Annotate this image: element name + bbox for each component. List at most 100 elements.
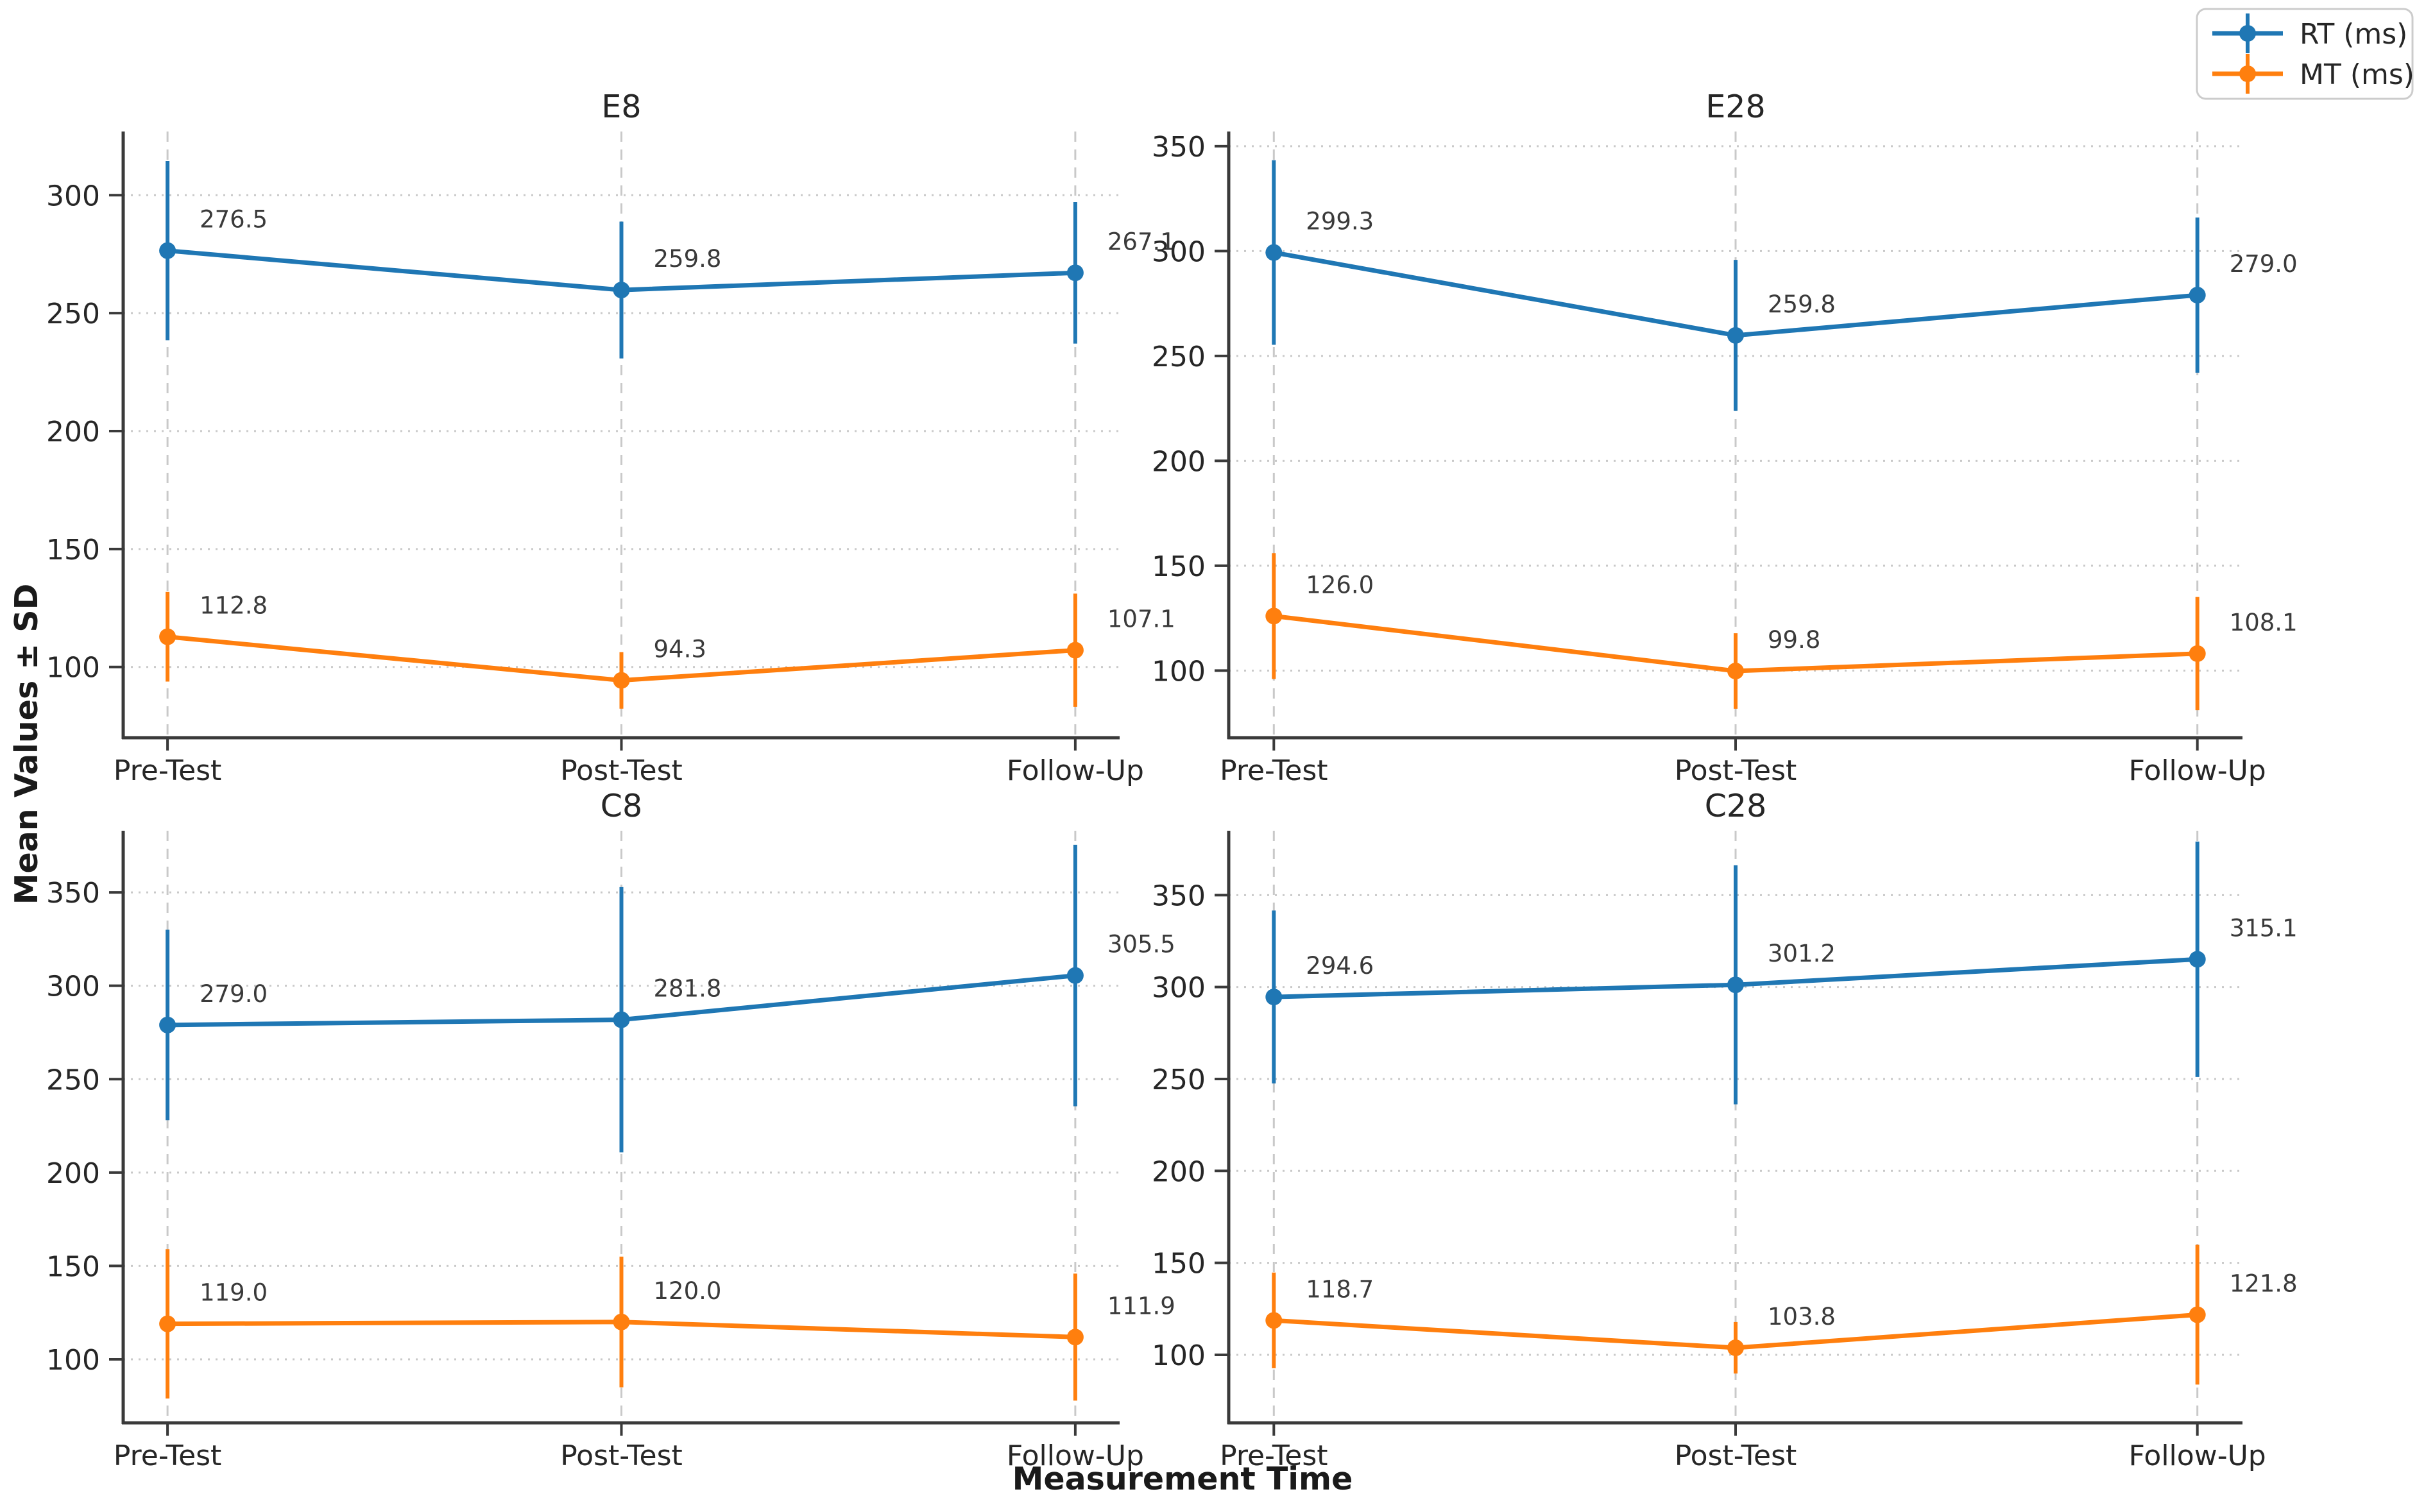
- series-rt: 299.3 259.8 279.0: [1265, 160, 2298, 411]
- data-point: [1727, 663, 1744, 680]
- legend-marker-icon: [2239, 25, 2256, 42]
- data-point: [159, 242, 176, 259]
- legend: RT (ms) MT (ms): [2196, 8, 2414, 100]
- data-label: 94.3: [654, 636, 706, 663]
- y-tick-label: 350: [1152, 131, 1206, 164]
- data-label: 276.5: [200, 206, 268, 234]
- x-tick-label: Post-Test: [560, 754, 683, 787]
- y-tick-label: 150: [1152, 1248, 1206, 1280]
- y-tick-label: 150: [46, 534, 100, 566]
- data-point: [1265, 1312, 1283, 1329]
- y-tick-label: 250: [1152, 1064, 1206, 1096]
- y-tick-label: 100: [1152, 1339, 1206, 1372]
- data-point: [1066, 1329, 1084, 1346]
- x-tick-label: Follow-Up: [2129, 754, 2266, 787]
- data-point: [2189, 1306, 2206, 1323]
- data-label: 108.1: [2230, 609, 2298, 636]
- x-tick-label: Follow-Up: [2129, 1440, 2266, 1472]
- subplot-E28: 100 150 200 250 300 350 Pre-Test Post-Test Follo…: [1152, 89, 2298, 787]
- y-tick-label: 150: [1152, 550, 1206, 583]
- data-label: 111.9: [1107, 1292, 1175, 1320]
- series-rt: 294.6 301.2 315.1: [1265, 841, 2298, 1105]
- subplot-C8: 100 150 200 250 300 350 Pre-Test Post-Test Follo…: [46, 788, 1175, 1472]
- data-label: 112.8: [200, 592, 268, 620]
- y-tick-label: 200: [1152, 445, 1206, 478]
- y-tick-label: 350: [46, 877, 100, 910]
- data-label: 279.0: [2230, 250, 2298, 278]
- data-point: [1066, 641, 1084, 659]
- data-label: 279.0: [200, 980, 268, 1008]
- data-label: 301.2: [1768, 940, 1836, 967]
- data-point: [1727, 327, 1744, 344]
- data-point: [2189, 645, 2206, 662]
- y-tick-label: 300: [1152, 235, 1206, 268]
- x-tick-label: Pre-Test: [114, 754, 221, 787]
- data-label: 118.7: [1306, 1275, 1374, 1303]
- y-tick-label: 150: [46, 1250, 100, 1283]
- y-tick-label: 100: [46, 652, 100, 684]
- subplot-title: C28: [1705, 788, 1767, 824]
- data-point: [1727, 1339, 1744, 1357]
- legend-marker-icon: [2239, 65, 2256, 82]
- data-label: 305.5: [1107, 931, 1175, 958]
- y-tick-label: 350: [1152, 879, 1206, 912]
- y-tick-label: 250: [1152, 341, 1206, 373]
- x-tick-label: Post-Test: [560, 1440, 683, 1472]
- x-tick-label: Pre-Test: [1220, 754, 1328, 787]
- y-tick-label: 250: [46, 1064, 100, 1096]
- y-tick-label: 200: [1152, 1155, 1206, 1188]
- data-label: 99.8: [1768, 626, 1820, 654]
- subplot-title: E28: [1705, 89, 1765, 125]
- series-mt: 119.0 120.0 111.9: [159, 1249, 1175, 1401]
- data-point: [613, 672, 630, 689]
- y-tick-label: 300: [46, 971, 100, 1003]
- x-tick-label: Pre-Test: [1220, 1440, 1328, 1472]
- legend-entry-label: MT (ms): [2300, 58, 2414, 91]
- series-mt: 118.7 103.8 121.8: [1265, 1244, 2298, 1385]
- series-mt: 112.8 94.3 107.1: [159, 592, 1175, 709]
- subplot-title: C8: [601, 788, 642, 824]
- data-label: 294.6: [1306, 952, 1374, 980]
- y-tick-label: 300: [1152, 972, 1206, 1005]
- data-label: 259.8: [1768, 291, 1836, 318]
- y-tick-label: 100: [1152, 655, 1206, 688]
- x-tick-label: Follow-Up: [1007, 1440, 1144, 1472]
- data-point: [159, 1315, 176, 1332]
- data-label: 299.3: [1306, 208, 1374, 235]
- x-tick-label: Pre-Test: [114, 1440, 221, 1472]
- x-tick-label: Post-Test: [1675, 1440, 1797, 1472]
- series-mt: 126.0 99.8 108.1: [1265, 553, 2298, 711]
- data-point: [159, 628, 176, 645]
- data-point: [613, 1313, 630, 1330]
- y-tick-label: 200: [46, 1157, 100, 1190]
- subplot-C28: 100 150 200 250 300 350 Pre-Test Post-Test Follo…: [1152, 788, 2298, 1472]
- data-point: [613, 1011, 630, 1028]
- data-label: 267.1: [1107, 228, 1175, 255]
- subplot-E8: 100 150 200 250 300 Pre-Test Post-Test Follow-U…: [46, 89, 1175, 787]
- data-point: [1066, 264, 1084, 282]
- data-label: 315.1: [2230, 914, 2298, 942]
- data-label: 119.0: [200, 1279, 268, 1307]
- data-label: 259.8: [654, 245, 722, 273]
- data-label: 126.0: [1306, 571, 1374, 599]
- x-axis-label: Measurement Time: [1012, 1461, 1353, 1497]
- data-label: 121.8: [2230, 1270, 2298, 1297]
- y-tick-label: 300: [46, 180, 100, 212]
- x-tick-label: Follow-Up: [1007, 754, 1144, 787]
- data-label: 107.1: [1107, 606, 1175, 633]
- legend-entry: RT (ms): [2212, 13, 2407, 53]
- data-point: [1066, 967, 1084, 984]
- x-tick-label: Post-Test: [1675, 754, 1797, 787]
- y-tick-label: 100: [46, 1344, 100, 1377]
- data-label: 103.8: [1768, 1303, 1836, 1330]
- y-axis-label: Mean Values ± SD: [8, 584, 45, 905]
- data-point: [159, 1016, 176, 1033]
- data-label: 120.0: [654, 1277, 722, 1305]
- series-rt: 279.0 281.8 305.5: [159, 844, 1175, 1153]
- data-point: [1265, 607, 1283, 625]
- data-point: [613, 282, 630, 299]
- subplot-title: E8: [601, 89, 641, 125]
